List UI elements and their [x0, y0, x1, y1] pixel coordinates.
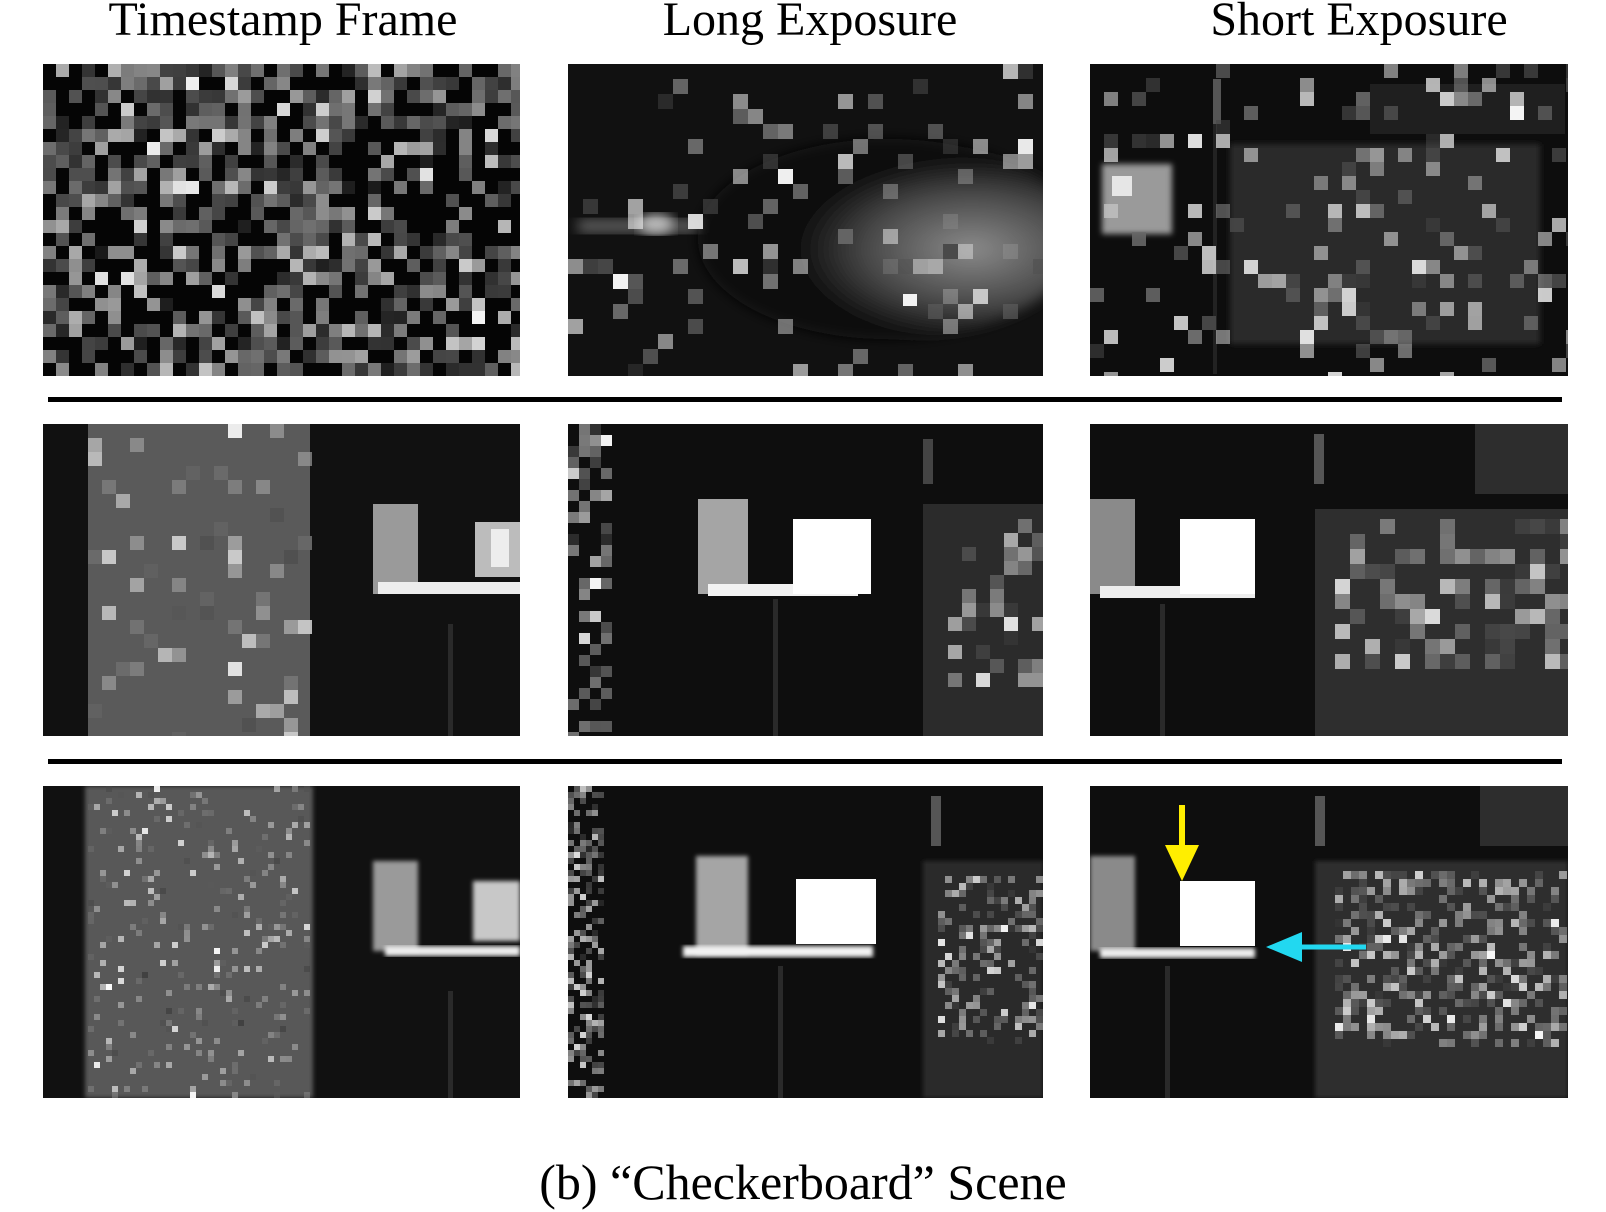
- panel-row1-long-exposure: [568, 64, 1043, 376]
- long-exposure-image: [568, 64, 1043, 376]
- column-title-long-exposure: Long Exposure: [662, 0, 958, 46]
- panel-row3-timestamp-frame: [43, 786, 520, 1098]
- column-title-short-exposure: Short Exposure: [1210, 0, 1508, 46]
- cyan-arrow-icon: [1266, 932, 1366, 962]
- column-title-timestamp-frame: Timestamp Frame: [108, 0, 458, 46]
- short-exposure-scene-image: [1090, 424, 1568, 736]
- panel-row2-timestamp-frame: [43, 424, 520, 736]
- timestamp-scene-image-fine: [43, 786, 520, 1098]
- long-exposure-scene-image-fine: [568, 786, 1043, 1098]
- panel-row2-long-exposure: [568, 424, 1043, 736]
- long-exposure-scene-image: [568, 424, 1043, 736]
- panel-row3-short-exposure: [1090, 786, 1568, 1098]
- figure-caption: (b) “Checkerboard” Scene: [539, 1154, 1067, 1210]
- timestamp-noise-image: [43, 64, 520, 376]
- panel-row1-short-exposure: [1090, 64, 1568, 376]
- timestamp-scene-image: [43, 424, 520, 736]
- panel-row3-long-exposure: [568, 786, 1043, 1098]
- panel-row2-short-exposure: [1090, 424, 1568, 736]
- yellow-arrow-icon: [1165, 805, 1199, 881]
- row-divider-2: [48, 759, 1562, 764]
- short-exposure-scene-image-fine: [1090, 786, 1568, 1098]
- short-exposure-image: [1090, 64, 1568, 376]
- panel-row1-timestamp-frame: [43, 64, 520, 376]
- row-divider-1: [48, 397, 1562, 402]
